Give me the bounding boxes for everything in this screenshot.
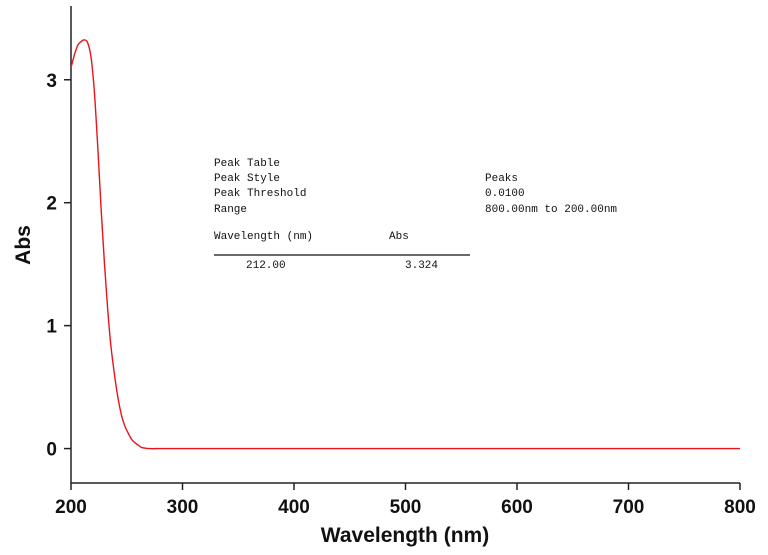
peak-style-value: Peaks [485, 173, 518, 185]
peak-table: Peak Table Peak Style Peaks Peak Thresho… [214, 158, 617, 272]
y-tick-label: 0 [46, 440, 57, 461]
x-tick-label: 400 [278, 497, 310, 518]
x-axis-title: Wavelength (nm) [321, 524, 489, 547]
range-value: 800.00nm to 200.00nm [485, 204, 617, 216]
x-tick-label: 700 [613, 497, 645, 518]
axes [70, 6, 740, 484]
y-tick-label: 3 [46, 71, 57, 92]
peak-row-abs: 3.324 [405, 260, 438, 272]
y-tick-label: 1 [46, 317, 57, 338]
peak-style-label: Peak Style [214, 173, 280, 185]
peak-threshold-value: 0.0100 [485, 188, 525, 200]
x-tick-label: 200 [55, 497, 87, 518]
y-ticks: 0 1 2 3 [46, 71, 71, 461]
peak-table-title: Peak Table [214, 158, 280, 170]
spectrum-line-0 [70, 39, 740, 450]
col-abs-header: Abs [389, 231, 409, 243]
x-tick-label: 300 [167, 497, 199, 518]
x-tick-label: 800 [724, 497, 756, 518]
range-label: Range [214, 204, 247, 216]
y-tick-label: 2 [46, 194, 57, 215]
peak-threshold-label: Peak Threshold [214, 188, 306, 200]
x-ticks: 200 300 400 500 600 700 800 [55, 483, 756, 518]
peak-row-wavelength: 212.00 [246, 260, 286, 272]
y-axis-title: Abs [12, 225, 35, 265]
series-group [70, 39, 740, 450]
x-tick-label: 600 [501, 497, 533, 518]
col-wavelength-header: Wavelength (nm) [214, 231, 313, 243]
x-tick-label: 500 [390, 497, 422, 518]
